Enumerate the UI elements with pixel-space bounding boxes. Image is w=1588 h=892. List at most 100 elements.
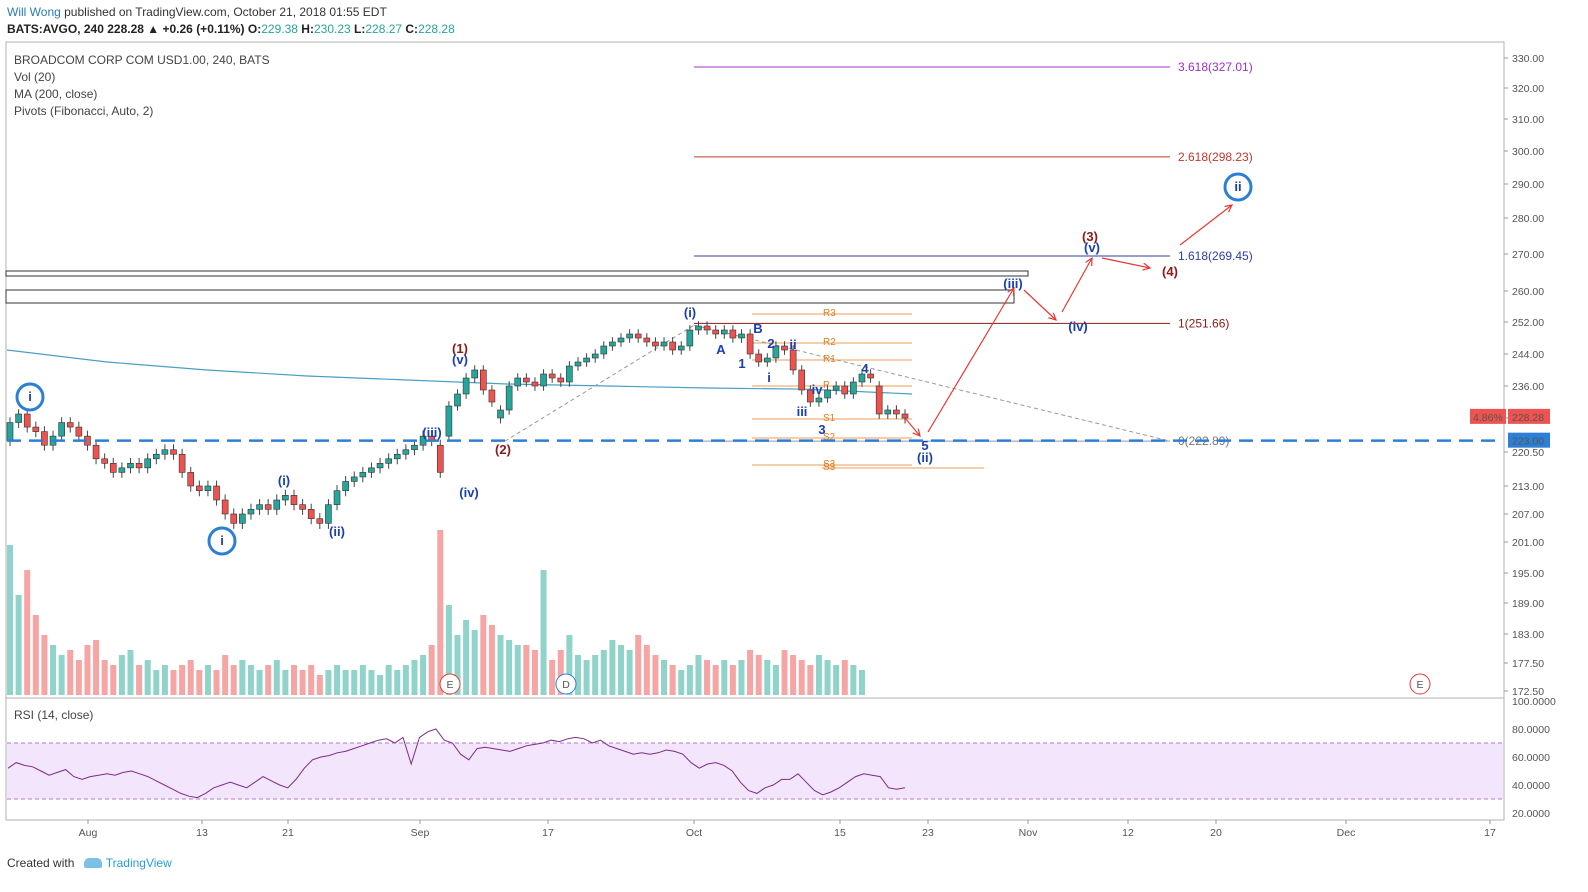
volume-bar — [247, 665, 254, 695]
candle — [333, 490, 341, 505]
candle — [41, 431, 48, 446]
candle — [213, 485, 220, 501]
candle — [488, 389, 496, 403]
volume-bar — [50, 645, 57, 695]
volume-bar — [402, 665, 409, 695]
candle — [92, 444, 100, 460]
candle — [660, 341, 668, 347]
candle — [746, 333, 754, 355]
volume-bar — [678, 670, 685, 695]
volume-bar — [308, 665, 315, 695]
candle — [135, 463, 143, 469]
candle — [677, 345, 685, 351]
x-tick-label: Dec — [1337, 827, 1356, 839]
candle — [832, 385, 840, 391]
volume-bar — [196, 670, 203, 695]
legend-ma: MA (200, close) — [14, 87, 97, 101]
pivot-label: S3 — [823, 459, 836, 470]
wave-label: (1) — [452, 341, 468, 356]
candle — [712, 329, 719, 335]
candle — [781, 345, 788, 351]
volume-bar — [618, 645, 625, 695]
volume-bar — [394, 670, 401, 695]
volume-bar — [712, 665, 719, 695]
volume-bar — [721, 660, 728, 695]
y-tick-label: 195.00 — [1512, 568, 1544, 580]
pivot-label: R3 — [823, 308, 836, 319]
footer-created: Created with — [7, 856, 75, 870]
volume-bar — [15, 595, 22, 695]
volume-bar — [540, 570, 547, 695]
candle — [480, 369, 487, 391]
volume-bar — [704, 660, 711, 695]
candle — [626, 333, 633, 339]
volume-bar — [385, 665, 392, 695]
volume-bar — [514, 645, 521, 695]
candle — [75, 426, 83, 437]
volume-bar — [58, 655, 65, 695]
candle — [445, 405, 453, 437]
volume-bar — [738, 660, 745, 695]
wave-label: (3) — [1082, 229, 1098, 244]
candle — [385, 458, 392, 464]
last-price-label: 228.28 — [1512, 412, 1544, 424]
author-link[interactable]: Will Wong — [7, 5, 61, 19]
volume-bar — [729, 665, 736, 695]
candle — [204, 485, 212, 491]
projection-arrow — [1061, 258, 1092, 313]
volume-bar — [807, 665, 814, 695]
wave-circle — [207, 526, 237, 556]
candle — [316, 518, 324, 524]
x-tick-label: 17 — [542, 827, 554, 839]
candle — [505, 385, 513, 411]
volume-bar — [695, 655, 702, 695]
candle — [282, 495, 289, 501]
candle — [436, 444, 444, 473]
wave-label: (i) — [278, 473, 290, 488]
footer-brand[interactable]: TradingView — [105, 856, 172, 870]
volume-bar — [256, 670, 263, 695]
candle — [807, 389, 814, 403]
candle — [471, 369, 479, 379]
volume-bar — [334, 665, 341, 695]
candle — [66, 422, 74, 428]
wave-label: (v) — [452, 352, 468, 367]
legend-rsi: RSI (14, close) — [14, 708, 93, 722]
volume-bar — [161, 665, 168, 695]
wave-label: A — [716, 342, 726, 357]
x-tick-label: 20 — [1210, 827, 1222, 839]
pivot-label: S3 — [823, 462, 836, 473]
candle — [591, 353, 599, 359]
chart-header: Will Wong published on TradingView.com, … — [0, 0, 1588, 40]
tradingview-logo-icon[interactable] — [83, 858, 102, 868]
candle — [901, 413, 909, 419]
wave-label: ii — [1234, 179, 1241, 194]
volume-bar — [41, 635, 48, 695]
x-tick-label: Oct — [686, 827, 702, 839]
volume-bar — [531, 650, 538, 695]
y-tick-label: 310.00 — [1512, 114, 1544, 126]
candle — [540, 373, 547, 387]
high-value: 230.23 — [313, 22, 351, 36]
wave-circle — [1223, 172, 1253, 202]
y-tick-label: 270.00 — [1512, 249, 1544, 261]
volume-bar — [342, 670, 349, 695]
fib-level-label: 1(251.66) — [1178, 316, 1229, 330]
volume-bar — [643, 645, 650, 695]
volume-bar — [661, 660, 668, 695]
volume-bar — [377, 675, 384, 695]
open-label: O: — [247, 22, 262, 36]
rsi-line — [7, 728, 906, 799]
event-marker — [1409, 673, 1431, 695]
volume-bar — [566, 635, 573, 695]
y-tick-label: 244.00 — [1512, 349, 1544, 361]
volume-bar — [747, 650, 754, 695]
y-tick-label: 252.00 — [1512, 317, 1544, 329]
volume-bar — [858, 670, 865, 695]
volume-bar — [316, 675, 323, 695]
pivot-label: R2 — [823, 337, 836, 348]
volume-bar — [290, 665, 297, 695]
publish-info: Will Wong published on TradingView.com, … — [7, 5, 387, 19]
candle — [350, 476, 358, 482]
